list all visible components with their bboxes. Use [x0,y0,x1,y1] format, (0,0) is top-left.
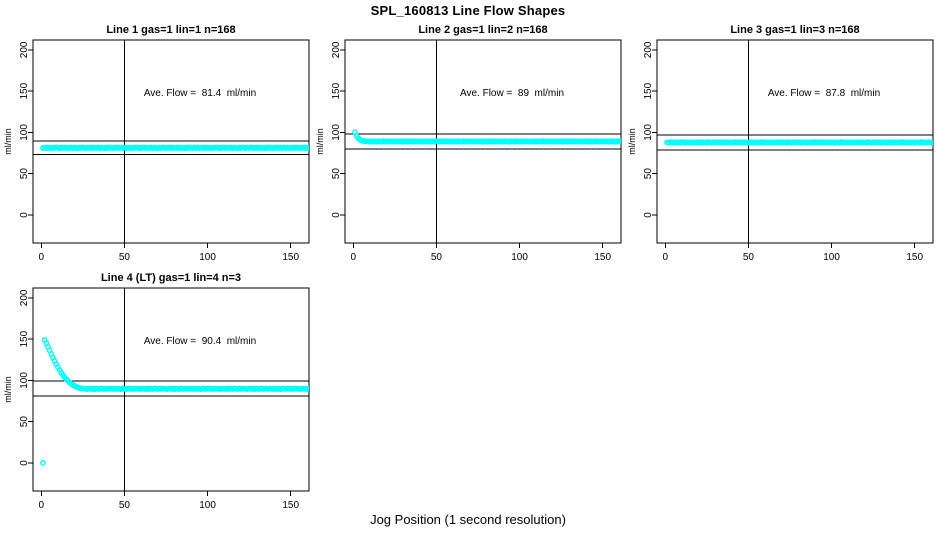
svg-text:150: 150 [282,500,299,511]
avg-flow-annotation: Ave. Flow = 87.8 ml/min [767,88,881,99]
avg-flow-annotation: Ave. Flow = 81.4 ml/min [143,88,257,99]
svg-text:150: 150 [19,82,30,99]
svg-text:150: 150 [906,252,923,263]
svg-text:100: 100 [199,252,216,263]
svg-text:150: 150 [331,82,342,99]
avg-flow-annotation: Ave. Flow = 90.4 ml/min [143,336,257,347]
avg-flow-annotation: Ave. Flow = 89 ml/min [459,88,565,99]
plot-canvas-line-2: 0 50 100 150 0 50 100 150 200 ml/min [315,39,622,263]
svg-text:ml/min: ml/min [3,128,13,155]
svg-text:150: 150 [643,82,654,99]
svg-text:50: 50 [331,168,342,180]
panel-title: Line 4 (LT) gas=1 lin=4 n=3 [100,272,242,284]
panel-line-2: Line 2 gas=1 lin=2 n=168 0 50 100 150 0 50 100… [312,18,624,268]
svg-text:50: 50 [19,416,30,428]
svg-text:100: 100 [19,372,30,389]
svg-text:50: 50 [19,168,30,180]
svg-text:50: 50 [119,252,131,263]
panel-title: Line 1 gas=1 lin=1 n=168 [106,24,236,36]
svg-text:0: 0 [351,252,357,263]
svg-text:0: 0 [19,460,30,466]
plot-canvas-line-1: 0 50 100 150 0 50 100 150 200 ml/min [3,39,310,263]
svg-text:0: 0 [39,500,45,511]
svg-text:100: 100 [823,252,840,263]
svg-text:0: 0 [19,212,30,218]
svg-text:50: 50 [643,168,654,180]
panel-line-3: Line 3 gas=1 lin=3 n=168 0 50 100 150 0 50 100… [624,18,936,268]
panel-title: Line 3 gas=1 lin=3 n=168 [730,24,860,36]
svg-text:100: 100 [511,252,528,263]
svg-text:100: 100 [643,124,654,141]
svg-text:200: 200 [643,41,654,58]
svg-text:0: 0 [331,212,342,218]
plot-canvas-line-4: 0 50 100 150 0 50 100 150 200 ml/min [3,287,310,511]
svg-text:150: 150 [594,252,611,263]
svg-text:ml/min: ml/min [3,376,13,403]
panel-line-4: Line 4 (LT) gas=1 lin=4 n=3 0 50 100 150 0 50… [0,266,312,516]
svg-text:50: 50 [431,252,443,263]
svg-text:150: 150 [282,252,299,263]
svg-text:150: 150 [19,330,30,347]
svg-text:100: 100 [331,124,342,141]
svg-text:200: 200 [19,41,30,58]
svg-text:0: 0 [39,252,45,263]
svg-text:200: 200 [19,289,30,306]
svg-text:200: 200 [331,41,342,58]
svg-text:ml/min: ml/min [315,128,325,155]
svg-text:ml/min: ml/min [627,128,637,155]
panel-title: Line 2 gas=1 lin=2 n=168 [418,24,548,36]
plot-canvas-line-3: 0 50 100 150 0 50 100 150 200 ml/min [627,39,934,263]
svg-text:100: 100 [19,124,30,141]
svg-text:100: 100 [199,500,216,511]
page-title: SPL_160813 Line Flow Shapes [370,3,566,18]
svg-text:50: 50 [743,252,755,263]
svg-text:0: 0 [643,212,654,218]
svg-text:0: 0 [663,252,669,263]
svg-text:50: 50 [119,500,131,511]
x-axis-label: Jog Position (1 second resolution) [370,512,566,527]
panel-line-1: Line 1 gas=1 lin=1 n=168 0 50 100 150 0 50 100… [0,18,312,268]
